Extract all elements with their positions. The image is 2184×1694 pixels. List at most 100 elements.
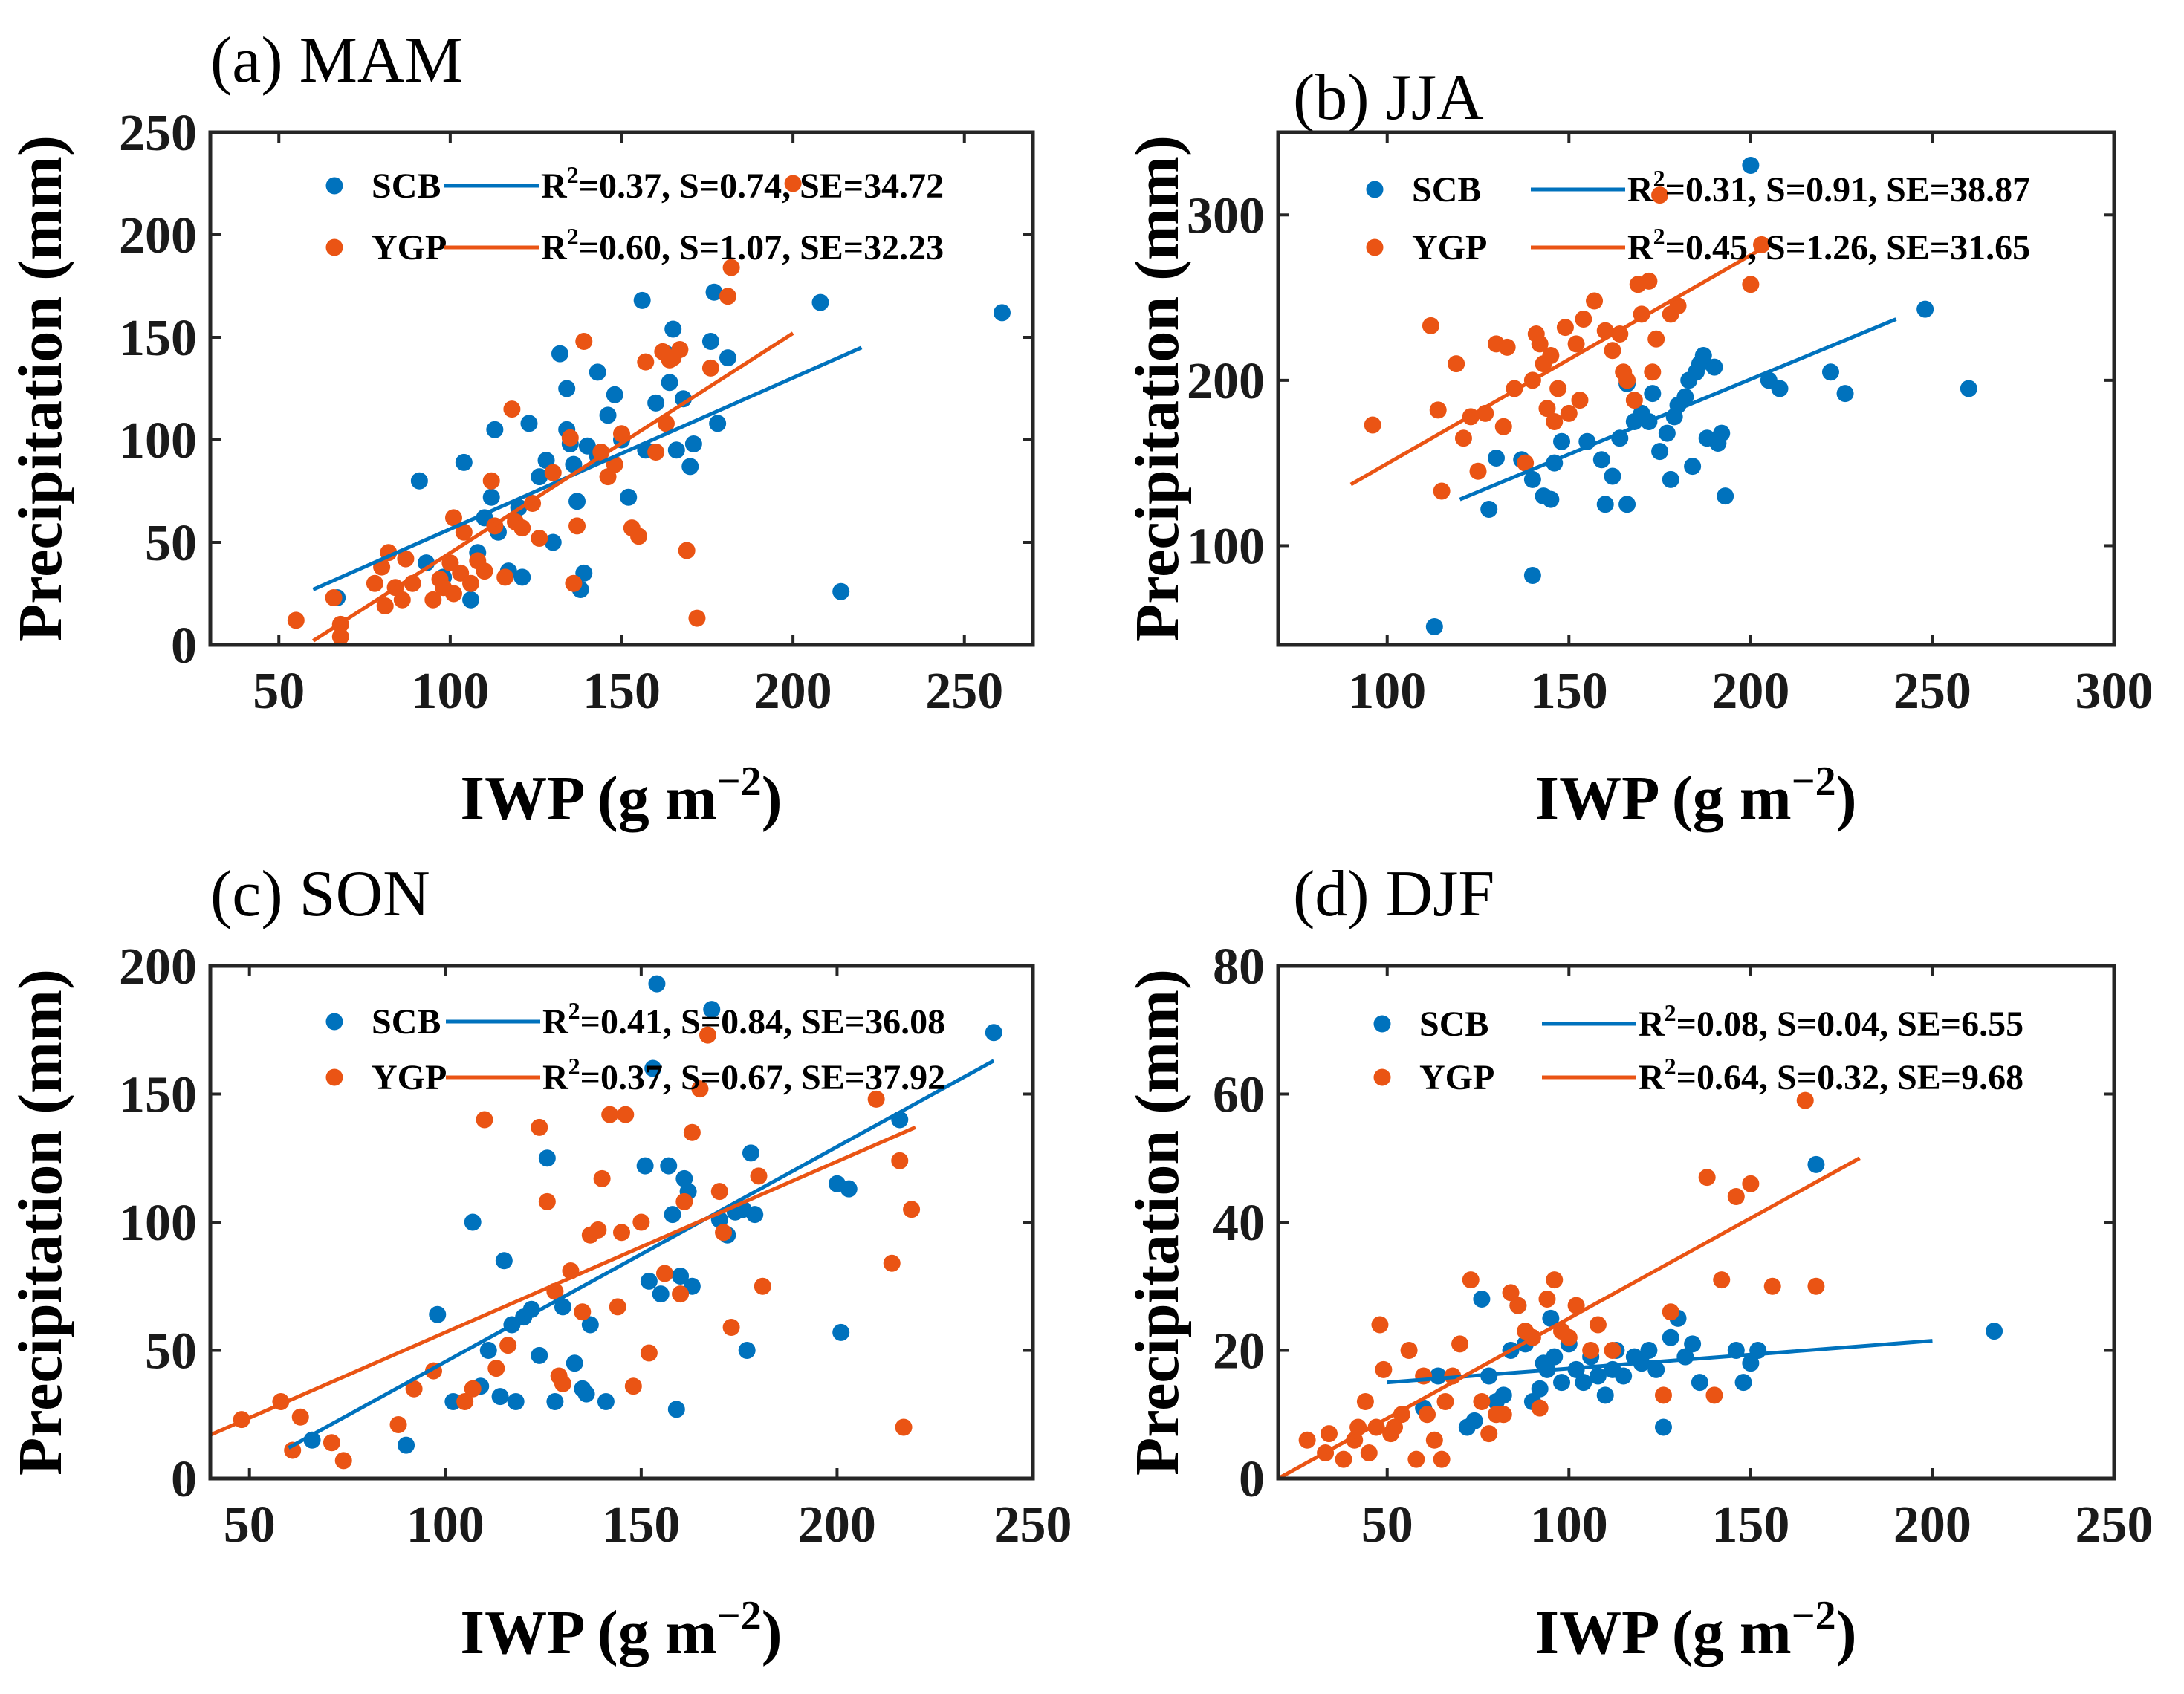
point-ygp (867, 1090, 885, 1108)
point-ygp (688, 609, 706, 627)
point-ygp (1604, 1342, 1621, 1359)
plot-area (1278, 1091, 2003, 1479)
point-ygp (464, 1380, 482, 1398)
point-ygp (1422, 317, 1439, 334)
point-scb (1644, 385, 1662, 403)
point-ygp (1647, 330, 1665, 348)
point-ygp (444, 585, 462, 603)
panel-title: (a) MAM (210, 25, 463, 97)
point-ygp (1669, 297, 1687, 315)
point-ygp (575, 333, 593, 351)
point-ygp (1556, 319, 1574, 337)
legend-marker-scb (325, 1013, 343, 1031)
x-tick-label: 250 (925, 663, 1003, 720)
point-ygp (722, 259, 740, 276)
point-scb (1717, 487, 1734, 505)
point-ygp (1567, 335, 1585, 353)
fit-line-ygp (1349, 243, 1770, 487)
point-ygp (613, 1224, 630, 1242)
point-ygp (1320, 1425, 1338, 1443)
point-ygp (1560, 1328, 1578, 1346)
plot-area (210, 975, 1002, 1470)
x-tick-label: 200 (798, 1496, 876, 1554)
point-ygp (1644, 363, 1662, 381)
point-scb (672, 1267, 690, 1285)
point-ygp (476, 1111, 493, 1129)
point-scb (633, 291, 651, 309)
x-tick-label: 100 (411, 663, 489, 720)
y-axis-label: Precipitation (mm) (1123, 135, 1192, 642)
point-ygp (1560, 404, 1578, 422)
point-scb (1523, 470, 1541, 488)
x-axis-label: IWP (g m−2) (1535, 1593, 1856, 1667)
point-scb (1487, 449, 1505, 467)
point-ygp (609, 1298, 626, 1316)
x-tick-label: 200 (1893, 1496, 1971, 1554)
point-ygp (1433, 482, 1451, 500)
legend-label-scb: SCB (372, 1002, 441, 1042)
point-scb (589, 363, 606, 381)
point-scb (551, 345, 568, 363)
point-scb (675, 1169, 693, 1187)
point-ygp (487, 1360, 505, 1377)
point-ygp (561, 429, 579, 447)
legend-marker-scb (1366, 181, 1384, 198)
point-ygp (1298, 1431, 1316, 1449)
point-ygp (624, 1377, 642, 1395)
point-ygp (699, 1026, 716, 1044)
point-scb (652, 1285, 670, 1303)
x-axis-label: IWP (g m−2) (460, 1593, 782, 1667)
y-tick-label: 50 (145, 1323, 197, 1380)
legend-marker-scb (325, 177, 343, 195)
panel-1: (b) JJA SCB R2=0.31, S=0.91, SE=38.87 YGP R2… (1123, 62, 2154, 833)
point-ygp (640, 1344, 658, 1362)
point-ygp (397, 550, 415, 568)
y-axis-label: Precipitation (mm) (6, 135, 75, 642)
x-tick-label: 50 (1361, 1496, 1413, 1554)
point-ygp (1469, 462, 1487, 480)
point-scb (660, 1157, 678, 1175)
point-ygp (1400, 1342, 1418, 1359)
point-ygp (1425, 1431, 1443, 1449)
point-ygp (1586, 292, 1604, 310)
point-ygp (499, 1337, 517, 1354)
point-scb (640, 1272, 658, 1290)
point-ygp (1494, 418, 1512, 435)
x-tick-label: 50 (253, 663, 305, 720)
y-tick-label: 0 (171, 1451, 197, 1508)
point-ygp (1502, 1284, 1520, 1302)
legend: SCB R2=0.31, S=0.91, SE=38.87 YGP R2=0.45, … (1366, 165, 2030, 267)
point-ygp (1436, 1393, 1454, 1410)
point-ygp (331, 628, 349, 645)
point-ygp (389, 1416, 407, 1434)
point-scb (482, 488, 500, 506)
point-ygp (1727, 1188, 1745, 1205)
point-ygp (784, 175, 802, 192)
point-ygp (1433, 1450, 1451, 1468)
point-ygp (291, 1408, 309, 1426)
fit-line-scb (1387, 1339, 1933, 1385)
x-tick-label: 100 (406, 1496, 485, 1554)
point-scb (1960, 380, 1977, 397)
legend-stats-ygp: R2=0.60, S=1.07, SE=32.23 (541, 223, 944, 267)
point-ygp (601, 1106, 619, 1123)
point-scb (520, 415, 538, 432)
x-axis-label: IWP (g m−2) (1535, 759, 1856, 833)
fit-line-scb (288, 1059, 995, 1450)
point-ygp (655, 1265, 673, 1282)
legend-stats-ygp: R2=0.45, S=1.26, SE=31.65 (1627, 223, 2030, 267)
point-ygp (1480, 1425, 1498, 1443)
panel-3: (d) DJF SCB R2=0.08, S=0.04, SE=6.55 YGP R2=… (1123, 858, 2154, 1667)
point-scb (1553, 432, 1571, 450)
point-ygp (754, 1277, 771, 1295)
y-tick-label: 150 (119, 1067, 197, 1124)
point-ygp (1356, 1393, 1374, 1410)
point-ygp (1698, 1169, 1716, 1187)
axes-frame (208, 130, 1035, 647)
point-scb (684, 435, 702, 453)
x-tick-label: 150 (1711, 1496, 1789, 1554)
point-scb (568, 493, 586, 510)
point-scb (410, 472, 428, 490)
point-scb (513, 568, 531, 586)
